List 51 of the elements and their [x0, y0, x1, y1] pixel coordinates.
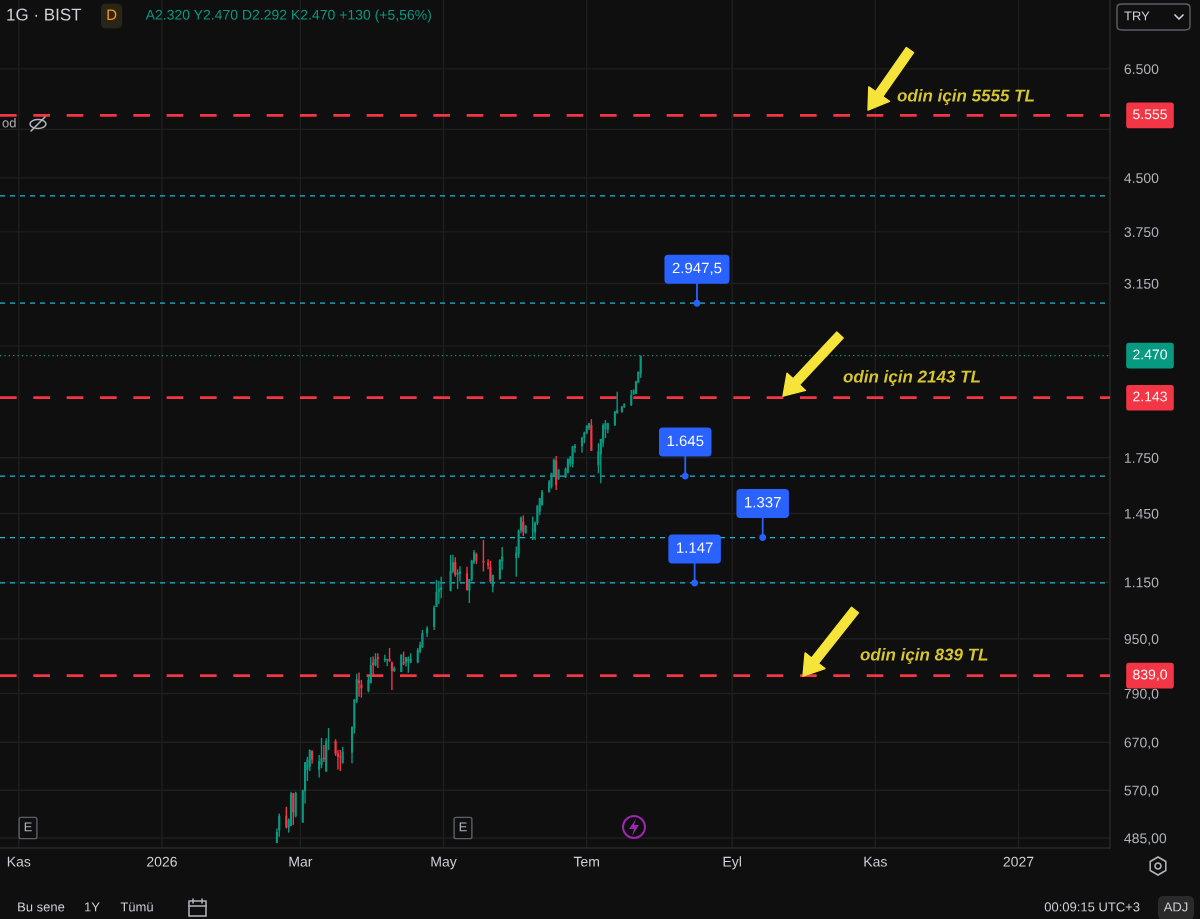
annotation: D — [107, 9, 117, 20]
candlestick — [639, 354, 642, 379]
candlestick — [557, 468, 560, 481]
y-tick-label: 1.450 — [1124, 508, 1159, 519]
y-tick-label: 570,0 — [1124, 785, 1159, 798]
annotation: 1.147 — [677, 542, 713, 553]
y-tick-label: 1.750 — [1124, 453, 1159, 463]
annotation: 1.337 — [745, 496, 781, 508]
y-tick-label: 6.500 — [1124, 64, 1159, 75]
text: TRY — [1124, 11, 1150, 21]
x-tick-label: Kas — [864, 856, 887, 867]
x-tick-label: May — [431, 856, 457, 870]
y-tick-label: 790,0 — [1124, 688, 1159, 701]
ref-line-label: 5.555 — [1133, 109, 1167, 120]
annotation: 1.645 — [667, 435, 704, 447]
y-tick-label: 950,0 — [1124, 634, 1159, 646]
text: 1Y — [85, 902, 100, 912]
x-tick-label: Kas — [7, 856, 31, 867]
y-tick-label: 3.150 — [1124, 278, 1159, 289]
candlestick — [285, 806, 288, 830]
text: A2.320 Y2.470 D2.292 K2.470 +130 (+5,56%) — [145, 9, 431, 23]
y-tick-label: 1.150 — [1124, 577, 1159, 588]
candlestick — [475, 552, 478, 565]
y-tick-label: 485,00 — [1124, 833, 1167, 845]
annotation: od — [2, 117, 16, 128]
annotation: odin için 839 TL — [860, 648, 988, 664]
ref-line-label: 839,0 — [1133, 669, 1167, 682]
x-tick-label: Tem — [573, 856, 599, 867]
ref-line-label: 2.470 — [1133, 349, 1167, 360]
chart-title: 1G · BIST — [7, 8, 82, 21]
text: ADJ — [1163, 902, 1188, 912]
text: 00:09:15 UTC+3 — [1044, 902, 1140, 912]
text: Tümü — [120, 902, 153, 912]
x-tick-label: Mar — [289, 856, 313, 867]
annotation: odin için 5555 TL — [897, 89, 1034, 105]
candlestick — [449, 554, 452, 593]
candlestick — [531, 515, 534, 541]
annotation: 2.947,5 — [672, 262, 722, 276]
annotation: E — [24, 822, 32, 832]
y-tick-label: 670,0 — [1124, 737, 1159, 750]
annotation: odin için 2143 TL — [843, 370, 980, 386]
x-tick-label: 2027 — [1003, 856, 1034, 867]
annotation: E — [459, 822, 467, 832]
x-tick-label: Eyl — [723, 856, 741, 870]
candlestick — [421, 629, 424, 649]
y-tick-label: 4.500 — [1124, 173, 1159, 184]
ref-line-label: 2.143 — [1133, 391, 1167, 402]
y-tick-label: 3.750 — [1124, 227, 1159, 238]
candlestick — [489, 560, 492, 583]
text: Bu sene — [18, 902, 65, 912]
x-tick-label: 2026 — [147, 856, 177, 867]
